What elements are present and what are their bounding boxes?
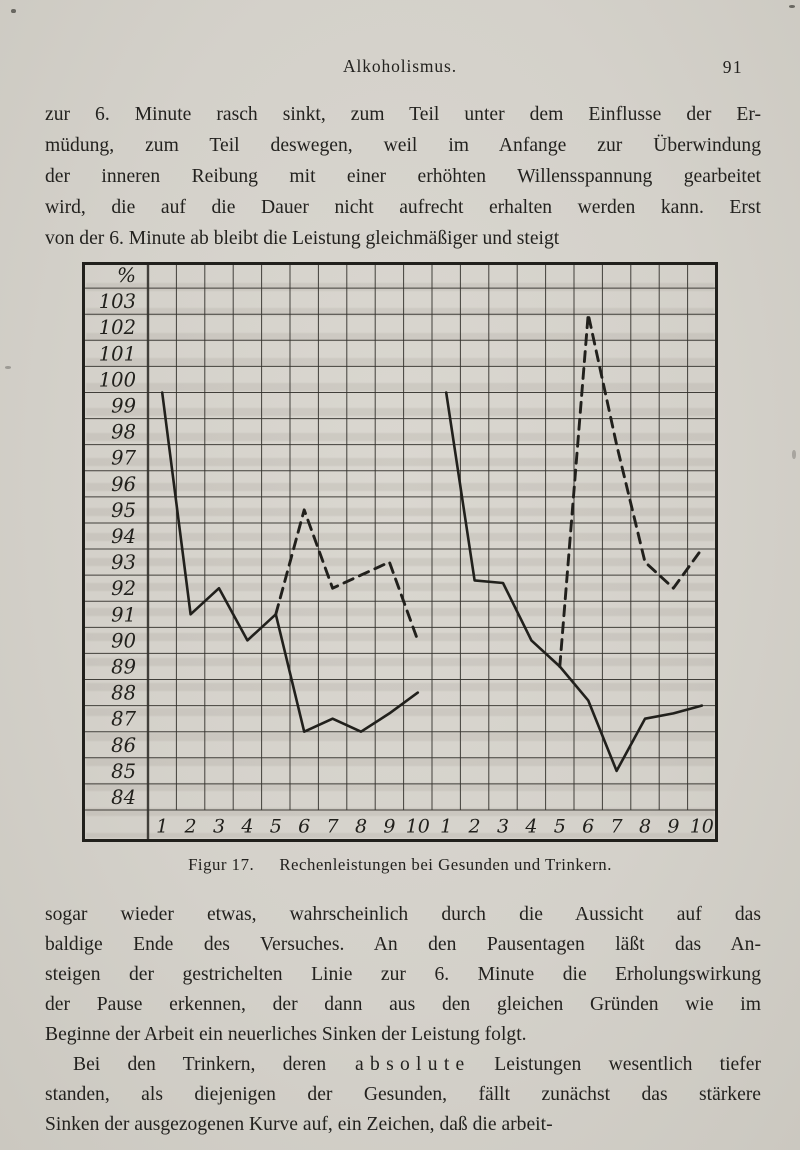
x-axis-tick-label: 5 [270, 816, 282, 838]
text-line: zur 6. Minute rasch sinkt, zum Teil unte… [45, 104, 761, 125]
text-line: wird, die auf die Dauer nicht aufrecht e… [45, 197, 761, 218]
emphasized-word: absolute [355, 1054, 471, 1075]
y-axis-tick-label: 92 [111, 577, 136, 600]
curve-trinker-dashed [558, 312, 704, 668]
y-axis-tick-label: 98 [111, 421, 136, 444]
x-axis-tick-label: 6 [582, 816, 594, 838]
curve-trinker-solid [444, 391, 704, 773]
x-axis-tick-label: 7 [611, 816, 624, 838]
x-axis-tick-label: 2 [184, 816, 197, 838]
y-axis-tick-label: 86 [111, 734, 136, 757]
text-line: der Pause erkennen, der dann aus den gle… [45, 994, 761, 1015]
curve-gesunde-solid [160, 391, 420, 734]
x-axis-tick-label: 1 [440, 816, 452, 838]
y-axis-tick-label: 89 [111, 655, 136, 678]
x-axis-tick-label: 1 [156, 816, 168, 838]
x-axis-tick-label: 8 [355, 816, 367, 838]
x-axis-tick-label: 10 [690, 816, 714, 838]
x-axis-tick-label: 3 [497, 816, 509, 838]
y-axis-tick-label: 84 [111, 786, 136, 809]
figure-caption-label: Figur 17. [188, 855, 255, 874]
y-axis-tick-label: 88 [111, 682, 136, 705]
y-axis-tick-label: 95 [111, 499, 136, 522]
text-line: der inneren Reibung mit einer erhöhten W… [45, 166, 761, 187]
x-axis-tick-label: 5 [554, 816, 566, 838]
x-axis-tick-label: 10 [406, 816, 430, 838]
x-axis-tick-label: 2 [468, 816, 481, 838]
text-line: standen, als diejenigen der Gesunden, fä… [45, 1084, 761, 1105]
text-line: Sinken der ausgezogenen Kurve auf, ein Z… [45, 1114, 553, 1135]
x-axis-tick-label: 4 [524, 816, 537, 838]
scan-speck [11, 9, 16, 13]
x-axis-tick-label: 8 [639, 816, 651, 838]
scan-speck [792, 450, 796, 459]
scan-speck [5, 366, 11, 369]
y-axis-tick-label: 100 [99, 368, 136, 391]
y-axis-tick-label: 93 [111, 551, 136, 574]
text-line: baldige Ende des Versuches. An den Pause… [45, 934, 761, 955]
y-axis-tick-label: 87 [111, 708, 136, 731]
y-axis-tick-label: 101 [99, 342, 136, 365]
figure-17-chart: %103102101100999897969594939291908988878… [82, 262, 718, 842]
y-axis-tick-label: 85 [111, 760, 136, 783]
x-axis-tick-label: 4 [240, 816, 253, 838]
y-axis-tick-label: 90 [111, 629, 136, 652]
paragraph-2-and-3: sogar wieder etwas, wahrscheinlich durch… [45, 900, 761, 1140]
x-axis-tick-label: 7 [327, 816, 340, 838]
y-axis-tick-label: 97 [111, 447, 136, 470]
figure-17: % 103 102 101 100 99 98 97 96 95 94 93 92 91 90 89 88 87 8… [82, 262, 718, 875]
page-number: 91 [722, 57, 743, 77]
text-line: Beginne der Arbeit ein neuerliches Sinke… [45, 1024, 527, 1045]
y-axis-tick-label: 103 [99, 290, 136, 313]
text-line: von der 6. Minute ab bleibt die Leistung… [45, 228, 560, 249]
figure-caption: Figur 17. Rechenleistungen bei Gesunden u… [82, 855, 718, 875]
x-axis-tick-label: 3 [213, 816, 225, 838]
text-line: Bei den Trinkern, deren absolute Leistun… [45, 1050, 761, 1080]
y-axis-tick-label: 96 [111, 473, 136, 496]
text-line: sogar wieder etwas, wahrscheinlich durch… [45, 904, 761, 925]
chart-border [82, 262, 718, 842]
x-axis-tick-label: 6 [298, 816, 310, 838]
x-axis-tick-label: 9 [667, 816, 679, 838]
paragraph-1: zur 6. Minute rasch sinkt, zum Teil unte… [45, 99, 761, 254]
figure-17-chart-area: % 103 102 101 100 99 98 97 96 95 94 93 92 91 90 89 88 87 8… [82, 262, 718, 842]
y-axis-tick-label: 102 [99, 316, 136, 339]
text-run: Bei den Trinkern, deren [73, 1054, 354, 1075]
y-axis-tick-label: 99 [111, 395, 136, 418]
page-bleedthrough-artifact [86, 266, 714, 838]
text-run: Leistungen wesentlich tiefer [467, 1054, 761, 1075]
text-line: steigen der gestrichelten Linie zur 6. M… [45, 964, 761, 985]
text-line: müdung, zum Teil deswegen, weil im Anfan… [45, 135, 761, 156]
figure-caption-text: Rechenleistungen bei Gesunden und Trinke… [279, 855, 612, 874]
x-axis-tick-label: 9 [383, 816, 395, 838]
y-axis-tick-label: 94 [111, 525, 136, 548]
y-axis-tick-label: 91 [111, 603, 136, 626]
running-head-title: Alkoholismus. [343, 56, 457, 76]
scan-speck [789, 5, 795, 8]
running-head: Alkoholismus. 91 [0, 56, 800, 77]
curve-gesunde-dashed [274, 508, 420, 642]
y-axis-unit-label: % [117, 263, 136, 287]
